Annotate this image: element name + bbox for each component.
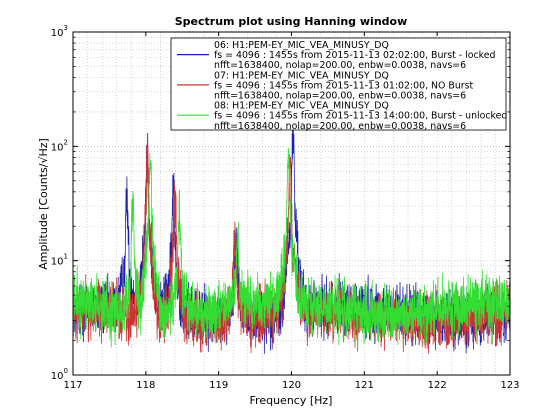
x-axis-label: Frequency [Hz] [250, 394, 333, 407]
legend-entry-params: nfft=1638400, nolap=200.00, enbw=0.0038,… [214, 91, 466, 102]
y-axis-label: Amplitude [Counts/√Hz] [37, 138, 50, 270]
legend-entry-params: nfft=1638400, nolap=200.00, enbw=0.0038,… [214, 60, 466, 71]
legend-entry-name: 07: H1:PEM-EY_MIC_VEA_MINUSY_DQ [214, 70, 389, 81]
legend-entry-name: 06: H1:PEM-EY_MIC_VEA_MINUSY_DQ [214, 40, 389, 51]
y-tick-base: 10 [51, 257, 64, 268]
series-group [72, 112, 511, 354]
x-tick-label: 118 [136, 380, 155, 391]
series-line-3 [72, 147, 511, 348]
y-tick-label: 102 [51, 138, 68, 153]
x-tick-label: 121 [355, 380, 374, 391]
y-tick-label: 100 [51, 367, 68, 382]
legend-entry-detail: fs = 4096 : 1455s from 2015-11-13 01:02:… [214, 80, 474, 91]
y-tick-base: 10 [51, 371, 64, 382]
y-tick-label: 103 [51, 24, 68, 39]
legend-entry-params: nfft=1638400, nolap=200.00, enbw=0.0038,… [214, 121, 466, 132]
legend-entry-detail: fs = 4096 : 1455s from 2015-11-13 14:00:… [214, 111, 507, 122]
y-tick-base: 10 [51, 142, 64, 153]
y-tick-label: 101 [51, 253, 68, 268]
series-line-2 [72, 144, 511, 354]
y-tick-exponent: 1 [64, 253, 68, 261]
y-tick-exponent: 0 [64, 367, 68, 375]
x-tick-label: 122 [428, 380, 447, 391]
legend-entry-name: 08: H1:PEM-EY_MIC_VEA_MINUSY_DQ [214, 101, 389, 112]
x-tick-label: 123 [500, 380, 519, 391]
legend-entry-detail: fs = 4096 : 1455s from 2015-11-13 02:02:… [214, 50, 496, 61]
chart-title: Spectrum plot using Hanning window [175, 15, 408, 28]
x-tick-label: 119 [209, 380, 228, 391]
y-tick-base: 10 [51, 28, 64, 39]
y-tick-exponent: 3 [64, 24, 68, 32]
y-tick-exponent: 2 [64, 138, 68, 146]
legend-box [170, 37, 507, 131]
x-tick-label: 117 [63, 380, 82, 391]
x-tick-label: 120 [282, 380, 301, 391]
